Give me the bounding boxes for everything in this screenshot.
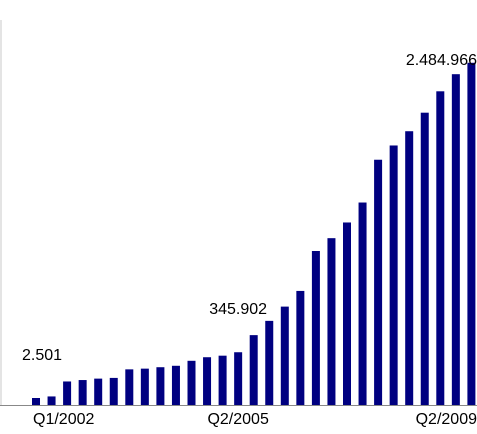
bar-q1-2006 [280,306,289,405]
bar-q2-2007 [358,202,367,405]
bar-q2-2004 [171,365,180,405]
bar-q4-2006 [327,238,336,405]
bar-q2-2005 [234,352,243,405]
bar-q3-2005 [249,335,258,405]
bar-q4-2008 [451,74,460,405]
x-tick-label-q2-2005: Q2/2005 [207,411,268,428]
bar-q3-2002 [63,381,72,405]
bar-q1-2005 [218,355,227,405]
bar-q3-2003 [125,369,134,405]
bar-q1-2003 [94,378,103,405]
bar-q2-2008 [420,112,429,405]
bar-q4-2003 [140,368,149,405]
bar-q1-2004 [156,367,165,405]
bar-q3-2004 [187,360,196,405]
bar-q3-2008 [436,91,445,406]
x-tick-labels-group: Q1/2002 Q2/2005 Q2/2009 [33,411,477,428]
x-tick-label-q2-2009: Q2/2009 [416,411,477,428]
x-tick-label-q1-2002: Q1/2002 [33,411,94,428]
bar-q4-2004 [203,357,212,405]
data-label-q2-2009: 2.484.966 [406,52,477,69]
bar-q4-2007 [389,145,398,406]
data-label-q2-2005: 345.902 [209,301,267,318]
data-labels-group: 2.501 345.902 2.484.966 [22,52,477,364]
bars-group [32,62,476,406]
data-label-q1-2002: 2.501 [22,347,62,364]
bar-q1-2009 [467,62,476,405]
bar-q2-2003 [109,377,118,405]
bar-q2-2006 [296,290,305,405]
bar-q4-2002 [78,380,87,405]
bar-q4-2005 [265,320,274,405]
bar-q1-2007 [343,222,351,405]
bar-q2-2002 [47,396,56,405]
bar-q1-2008 [405,131,414,405]
bar-q1-2002 [32,398,40,405]
bar-q3-2007 [374,159,383,405]
bar-q3-2006 [311,251,320,405]
